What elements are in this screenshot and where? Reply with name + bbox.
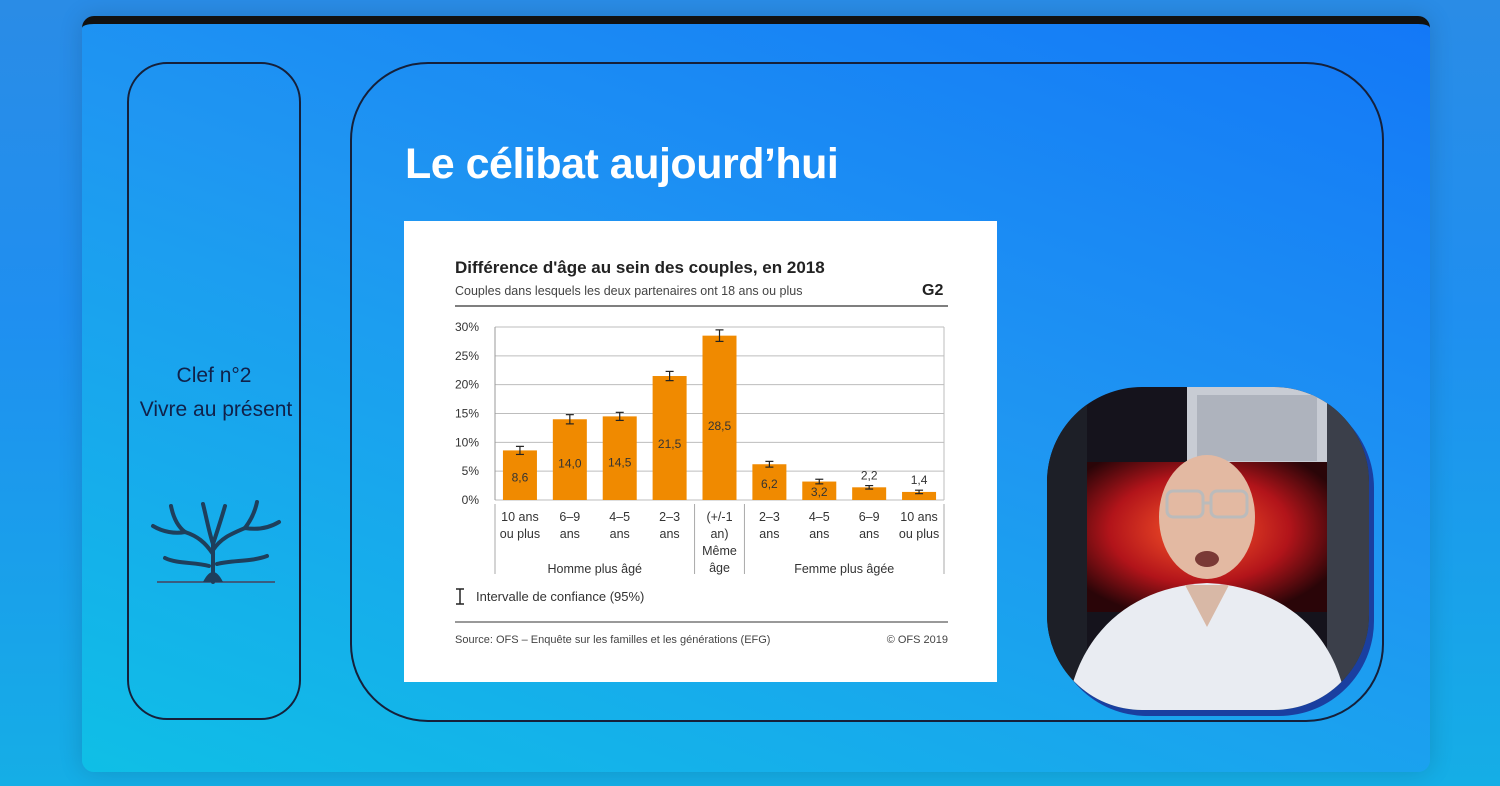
x-tick-label: 6–9 xyxy=(559,510,580,524)
x-tick-label: 4–5 xyxy=(809,510,830,524)
chart-code: G2 xyxy=(922,282,943,299)
chart-subtitle: Couples dans lesquels les deux partenair… xyxy=(455,284,802,298)
group-label: Homme plus âgé xyxy=(548,562,643,576)
bar xyxy=(502,450,537,500)
y-tick-label: 10% xyxy=(455,435,479,449)
bar xyxy=(852,487,887,500)
x-tick-label: ans xyxy=(560,527,580,541)
chart-source: Source: OFS – Enquête sur les familles e… xyxy=(455,634,770,646)
group-label: Femme plus âgée xyxy=(794,562,894,576)
data-label: 14,0 xyxy=(558,457,582,471)
key-subtitle: Vivre au présent xyxy=(139,398,293,421)
data-label: 28,5 xyxy=(708,419,732,433)
slide-title: Le célibat aujourd’hui xyxy=(405,140,839,188)
x-tick-label: Même xyxy=(702,544,737,558)
x-tick-label: 10 ans xyxy=(501,510,539,524)
data-label: 6,2 xyxy=(761,477,778,491)
chart-copyright: © OFS 2019 xyxy=(887,634,948,646)
presenter-video xyxy=(1047,387,1369,710)
x-tick-label: ans xyxy=(809,527,829,541)
data-label: 2,2 xyxy=(861,468,878,482)
x-tick-label: ans xyxy=(759,527,779,541)
y-tick-label: 0% xyxy=(462,493,480,507)
bar xyxy=(752,464,787,500)
ci-legend-label: Intervalle de confiance (95%) xyxy=(476,589,644,604)
ci-legend: Intervalle de confiance (95%) xyxy=(456,588,644,605)
bar xyxy=(802,481,837,500)
x-tick-label: ou plus xyxy=(500,527,540,541)
y-tick-label: 30% xyxy=(455,320,479,334)
bar xyxy=(702,335,737,500)
bar xyxy=(552,419,587,500)
data-label: 8,6 xyxy=(512,471,529,485)
x-tick-label: 10 ans xyxy=(900,510,938,524)
x-tick-label: 2–3 xyxy=(659,510,680,524)
key-title: Clef n°2 xyxy=(176,364,252,387)
y-tick-label: 25% xyxy=(455,349,479,363)
side-panel: Clef n°2 Vivre au présent xyxy=(127,62,301,720)
x-tick-label: ans xyxy=(859,527,879,541)
presenter-video-frame xyxy=(1047,387,1369,710)
x-tick-label: ou plus xyxy=(899,527,939,541)
chart-image: Différence d'âge au sein des couples, en… xyxy=(404,221,997,682)
x-tick-label: ans xyxy=(660,527,680,541)
content-panel xyxy=(350,62,1384,722)
x-tick-label: 6–9 xyxy=(859,510,880,524)
x-tick-label: an) xyxy=(710,527,728,541)
data-label: 1,4 xyxy=(911,473,928,487)
data-label: 14,5 xyxy=(608,455,632,469)
x-tick-label: (+/-1 xyxy=(706,510,732,524)
y-tick-label: 20% xyxy=(455,378,479,392)
bar-chart: Différence d'âge au sein des couples, en… xyxy=(455,258,948,646)
bar xyxy=(902,491,937,500)
x-tick-label: 2–3 xyxy=(759,510,780,524)
data-label: 21,5 xyxy=(658,437,682,451)
x-tick-label: âge xyxy=(709,561,730,575)
bar xyxy=(602,416,637,500)
x-tick-label: ans xyxy=(610,527,630,541)
chart-title: Différence d'âge au sein des couples, en… xyxy=(455,258,825,277)
data-label: 3,2 xyxy=(811,485,828,499)
y-tick-label: 15% xyxy=(455,407,479,421)
y-tick-label: 5% xyxy=(462,464,480,478)
tree-icon xyxy=(151,500,281,584)
bar xyxy=(652,376,687,500)
x-tick-label: 4–5 xyxy=(609,510,630,524)
